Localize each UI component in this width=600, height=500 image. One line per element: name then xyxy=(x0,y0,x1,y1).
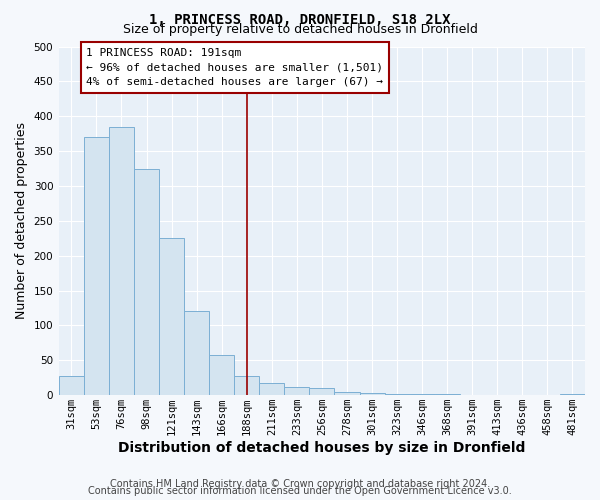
Text: 1, PRINCESS ROAD, DRONFIELD, S18 2LX: 1, PRINCESS ROAD, DRONFIELD, S18 2LX xyxy=(149,12,451,26)
Bar xyxy=(134,168,159,395)
Bar xyxy=(359,393,385,395)
Bar xyxy=(334,392,359,395)
Text: Size of property relative to detached houses in Dronfield: Size of property relative to detached ho… xyxy=(122,22,478,36)
Bar xyxy=(410,394,434,395)
Text: Contains HM Land Registry data © Crown copyright and database right 2024.: Contains HM Land Registry data © Crown c… xyxy=(110,479,490,489)
Bar xyxy=(385,394,410,395)
Bar xyxy=(560,394,585,395)
Bar xyxy=(259,382,284,395)
Bar xyxy=(184,312,209,395)
Bar xyxy=(59,376,84,395)
Text: Contains public sector information licensed under the Open Government Licence v3: Contains public sector information licen… xyxy=(88,486,512,496)
X-axis label: Distribution of detached houses by size in Dronfield: Distribution of detached houses by size … xyxy=(118,441,526,455)
Bar xyxy=(310,388,334,395)
Text: 1 PRINCESS ROAD: 191sqm
← 96% of detached houses are smaller (1,501)
4% of semi-: 1 PRINCESS ROAD: 191sqm ← 96% of detache… xyxy=(86,48,383,88)
Y-axis label: Number of detached properties: Number of detached properties xyxy=(15,122,28,320)
Bar xyxy=(159,238,184,395)
Bar xyxy=(84,137,109,395)
Bar xyxy=(434,394,460,395)
Bar xyxy=(209,354,234,395)
Bar xyxy=(109,126,134,395)
Bar xyxy=(234,376,259,395)
Bar xyxy=(284,387,310,395)
